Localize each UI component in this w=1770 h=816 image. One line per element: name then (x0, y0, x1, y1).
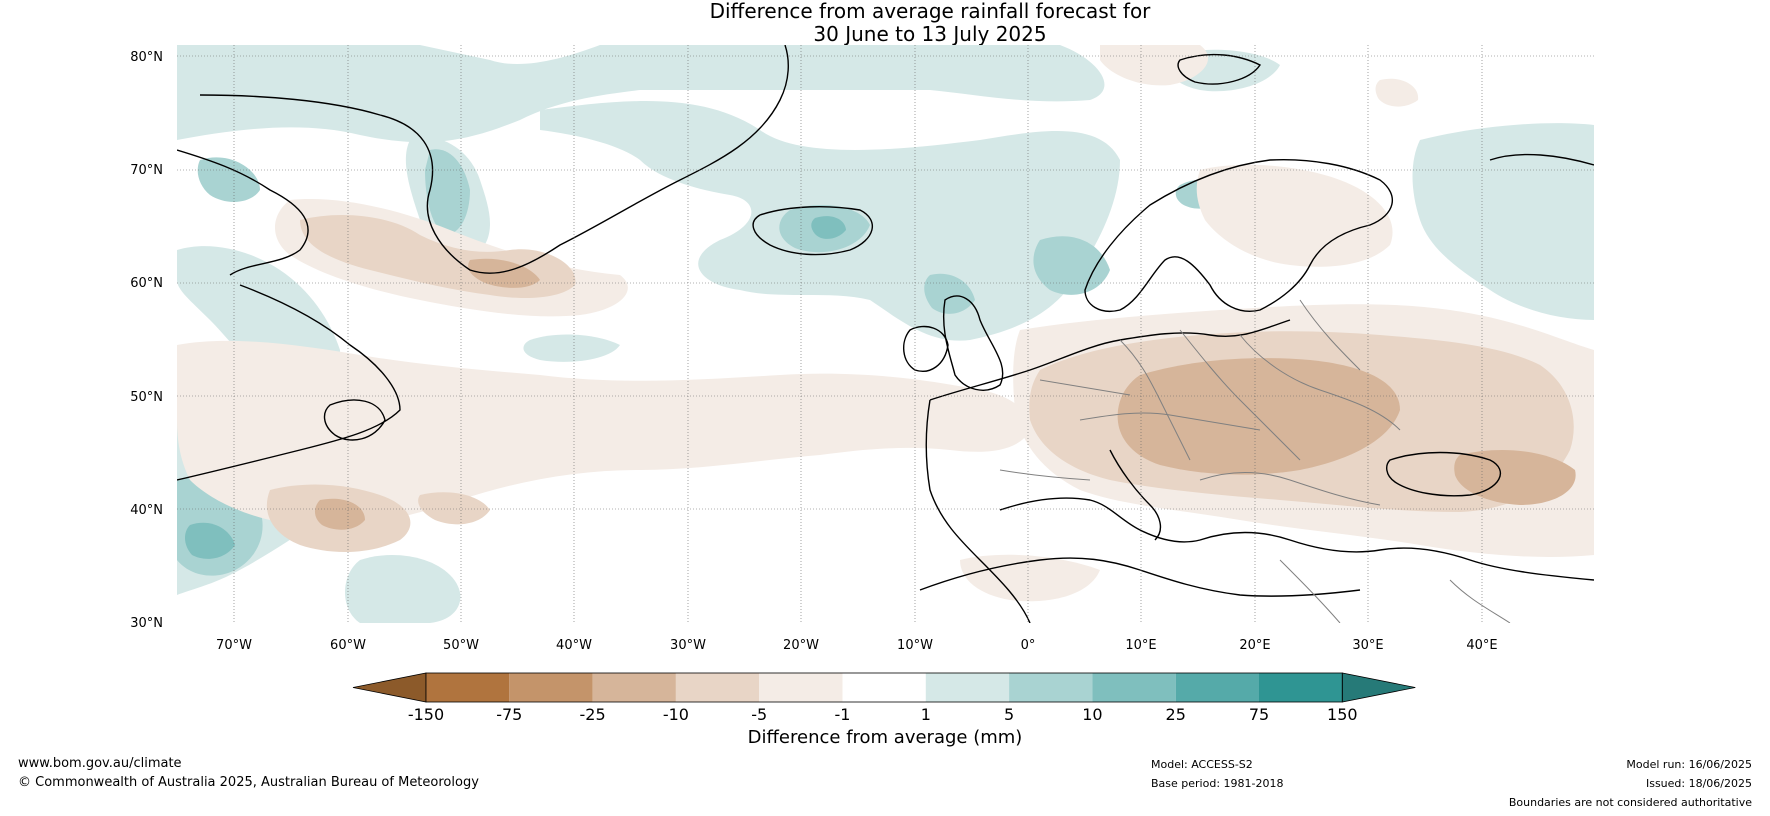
longitude-labels: 70°W 60°W 50°W 40°W 30°W 20°W 10°W 0° 10… (216, 638, 1498, 653)
lon-label: 50°W (443, 638, 479, 653)
latitude-labels: 80°N 70°N 60°N 50°N 40°N 30°N (130, 50, 163, 631)
colorbar-segment (1092, 673, 1176, 702)
dry-core-atlantic-mid (418, 492, 490, 525)
colorbar-segment (592, 673, 676, 702)
coast-great-britain (942, 295, 1004, 391)
wet-region-azores (523, 334, 620, 362)
colorbar-tick-label: -1 (835, 705, 851, 724)
wet-peak-iceland (811, 216, 846, 239)
colorbar-segment (509, 673, 593, 702)
coast-svalbard (1177, 53, 1262, 85)
coast-north-africa (919, 557, 1361, 597)
coast-ireland (903, 325, 949, 372)
lat-label: 30°N (130, 616, 163, 631)
chart-title: Difference from average rainfall forecas… (0, 0, 1770, 46)
title-line-1: Difference from average rainfall forecas… (709, 0, 1151, 23)
lon-label: 30°E (1352, 638, 1383, 653)
coast-greenland (199, 45, 789, 274)
footer-base-period: Base period: 1981-2018 (1151, 777, 1284, 790)
footer-model: Model: ACCESS-S2 (1151, 758, 1253, 771)
colorbar-segment (1009, 673, 1093, 702)
wet-core-greenland (425, 149, 470, 235)
lat-label: 80°N (130, 50, 163, 65)
colorbar-outline (425, 672, 1343, 703)
lon-label: 70°W (216, 638, 252, 653)
colorbar-segment (842, 673, 926, 702)
dry-region-arctic-east-2 (1375, 78, 1419, 107)
dry-peak-greenland (468, 258, 540, 288)
colorbar-tick-label: -5 (751, 705, 767, 724)
lon-label: 10°E (1125, 638, 1156, 653)
colorbar-arrow-low (352, 672, 427, 703)
lon-label: 40°W (556, 638, 592, 653)
coast-labrador (177, 284, 401, 481)
colorbar-tick-label: 1 (921, 705, 931, 724)
footer-disclaimer: Boundaries are not considered authoritat… (1508, 796, 1752, 809)
wet-region-barents (1412, 123, 1594, 320)
lon-label: 20°W (783, 638, 819, 653)
wet-core-uk (924, 273, 975, 314)
colorbar-segment (1175, 673, 1259, 702)
coast-baffin (177, 149, 309, 276)
wet-region-atlantic-south (345, 555, 461, 623)
lat-label: 40°N (130, 503, 163, 518)
colorbar-tick-label: -150 (408, 705, 444, 724)
wet-region-arctic (177, 45, 1105, 143)
lat-label: 50°N (130, 390, 163, 405)
gridlines (177, 45, 1594, 623)
footer-issued: Issued: 18/06/2025 (1645, 777, 1752, 790)
colorbar-tick-label: 10 (1082, 705, 1102, 724)
colorbar-tick-label: -10 (663, 705, 689, 724)
dry-region-arctic-east (1100, 45, 1209, 86)
wet-peak-newfoundland (184, 522, 235, 559)
colorbar-title: Difference from average (mm) (747, 727, 1023, 748)
colorbar-tick-label: 75 (1249, 705, 1269, 724)
coast-newfoundland (323, 399, 386, 441)
colorbar-segment (1259, 673, 1343, 702)
lat-label: 60°N (130, 276, 163, 291)
country-borders (999, 299, 1511, 623)
title-line-2: 30 June to 13 July 2025 (813, 22, 1047, 46)
coast-scandinavia (1084, 158, 1393, 312)
wet-core-norway (1033, 236, 1110, 295)
coast-mediterranean (999, 497, 1594, 581)
colorbar-segment (426, 673, 510, 702)
dry-region-med (960, 554, 1100, 602)
lat-label: 70°N (130, 163, 163, 178)
lon-label: 60°W (330, 638, 366, 653)
lon-label: 30°W (670, 638, 706, 653)
dry-peak-atlantic (314, 498, 365, 530)
dry-region-scandinavia (1196, 164, 1393, 267)
coastlines (177, 45, 1594, 623)
colorbar-segment (925, 673, 1010, 702)
coast-novaya-zemlya (1489, 153, 1594, 166)
lon-label: 40°E (1466, 638, 1497, 653)
footer-model-run: Model run: 16/06/2025 (1626, 758, 1752, 771)
colorbar-segment (675, 673, 760, 702)
colorbar-tick-label: -25 (580, 705, 606, 724)
lon-label: 20°E (1239, 638, 1270, 653)
coast-iceland (752, 206, 873, 256)
colorbar-arrow-high (1341, 672, 1416, 703)
lon-label: 0° (1021, 638, 1036, 653)
coast-black-sea (1386, 451, 1502, 497)
footer-website[interactable]: www.bom.gov.au/climate (18, 756, 182, 771)
colorbar-tick-label: 150 (1327, 705, 1358, 724)
colorbar-tick-label: 5 (1004, 705, 1014, 724)
anomaly-fields (177, 45, 1594, 623)
colorbar: -150 -75 -25 -10 -5 -1 1 5 10 25 75 150 (352, 672, 1416, 724)
dry-peak-central-europe (1117, 358, 1400, 475)
footer-copyright: © Commonwealth of Australia 2025, Austra… (18, 775, 479, 790)
colorbar-tick-label: -75 (496, 705, 522, 724)
coast-italy (1109, 449, 1162, 541)
lon-label: 10°W (897, 638, 933, 653)
dry-region-mid-atlantic (177, 340, 1030, 527)
colorbar-segment (759, 673, 843, 702)
wet-core-baffin (197, 157, 260, 202)
coast-europe (925, 319, 1291, 623)
colorbar-tick-label: 25 (1166, 705, 1186, 724)
